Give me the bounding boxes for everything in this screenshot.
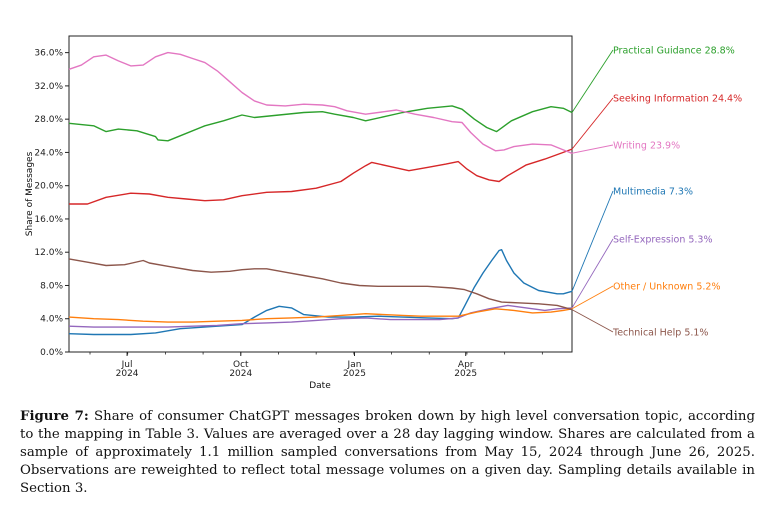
- y-axis: 0.0% 4.0% 8.0% 12.0% 16.0% 20.0% 24.0% 28.0% 32.…: [34, 49, 69, 358]
- legend-leader-writing: [571, 144, 614, 154]
- legend-leader-practical-guidance: [571, 49, 614, 113]
- legend-leader-other-unknown: [571, 285, 614, 310]
- legend-value: 28.8%: [705, 46, 735, 57]
- legend-label-other-unknown: Other / Unknown 5.2%: [613, 282, 720, 293]
- legend-label-multimedia: Multimedia 7.3%: [613, 187, 693, 198]
- legend-leader-seeking-information: [571, 97, 614, 150]
- legend-label-seeking-information: Seeking Information 24.4%: [613, 94, 742, 105]
- x-tick-month: Oct: [233, 360, 249, 370]
- y-tick-label: 16.0%: [34, 215, 63, 225]
- x-tick-year: 2024: [116, 369, 139, 379]
- legend: Practical Guidance 28.8% Seeking Informat…: [571, 46, 742, 339]
- legend-value: 5.2%: [696, 282, 720, 293]
- y-axis-title: Share of Messages: [25, 151, 35, 236]
- plot-frame: [68, 35, 573, 353]
- legend-leader-multimedia: [571, 190, 614, 292]
- y-tick-label: 24.0%: [34, 148, 63, 158]
- legend-name: Self-Expression: [613, 235, 688, 246]
- legend-value: 24.4%: [712, 94, 742, 105]
- y-tick-label: 8.0%: [40, 281, 63, 291]
- legend-name: Other / Unknown: [613, 282, 696, 293]
- series-line-technical-help: [68, 258, 573, 311]
- figure-label: Figure 7:: [20, 409, 89, 424]
- series-line-seeking-information: [69, 148, 573, 205]
- legend-value: 7.3%: [669, 187, 693, 198]
- series-line-practical-guidance: [68, 105, 573, 142]
- legend-label-self-expression: Self-Expression 5.3%: [613, 235, 713, 246]
- legend-label-practical-guidance: Practical Guidance 28.8%: [613, 46, 735, 57]
- legend-value: 23.9%: [650, 141, 680, 152]
- legend-name: Technical Help: [612, 328, 684, 339]
- series-line-other-unknown: [68, 308, 573, 323]
- legend-leader-self-expression: [571, 238, 614, 309]
- legend-name: Multimedia: [613, 187, 669, 198]
- line-chart: 0.0% 4.0% 8.0% 12.0% 16.0% 20.0% 24.0% 28.0% 32.…: [25, 35, 742, 391]
- legend-name: Seeking Information: [613, 94, 712, 105]
- series-line-multimedia: [68, 249, 573, 336]
- y-tick-label: 32.0%: [34, 82, 63, 92]
- series-line-self-expression: [68, 304, 573, 328]
- y-tick-label: 28.0%: [34, 115, 63, 125]
- figure-caption: Figure 7: Share of consumer ChatGPT mess…: [20, 408, 755, 498]
- series-line-writing: [68, 51, 573, 154]
- legend-name: Writing: [613, 141, 650, 152]
- y-tick-label: 0.0%: [40, 348, 63, 358]
- legend-leader-technical-help: [571, 309, 614, 333]
- y-tick-label: 12.0%: [34, 248, 63, 258]
- x-tick-month: Jan: [347, 360, 362, 370]
- x-tick-year: 2024: [229, 369, 252, 379]
- x-tick-year: 2025: [343, 369, 366, 379]
- caption-text: Share of consumer ChatGPT messages broke…: [20, 409, 755, 496]
- y-tick-label: 36.0%: [34, 49, 63, 59]
- series-lines: [68, 51, 573, 336]
- legend-name: Practical Guidance: [613, 46, 705, 57]
- x-tick-month: Jul: [121, 360, 133, 370]
- legend-label-technical-help: Technical Help 5.1%: [612, 328, 708, 339]
- y-tick-label: 4.0%: [40, 315, 63, 325]
- x-axis-title: Date: [309, 381, 331, 391]
- y-tick-label: 20.0%: [34, 182, 63, 192]
- x-tick-year: 2025: [454, 369, 477, 379]
- legend-value: 5.1%: [684, 328, 708, 339]
- x-tick-month: Apr: [458, 360, 474, 370]
- legend-value: 5.3%: [688, 235, 712, 246]
- legend-label-writing: Writing 23.9%: [613, 141, 680, 152]
